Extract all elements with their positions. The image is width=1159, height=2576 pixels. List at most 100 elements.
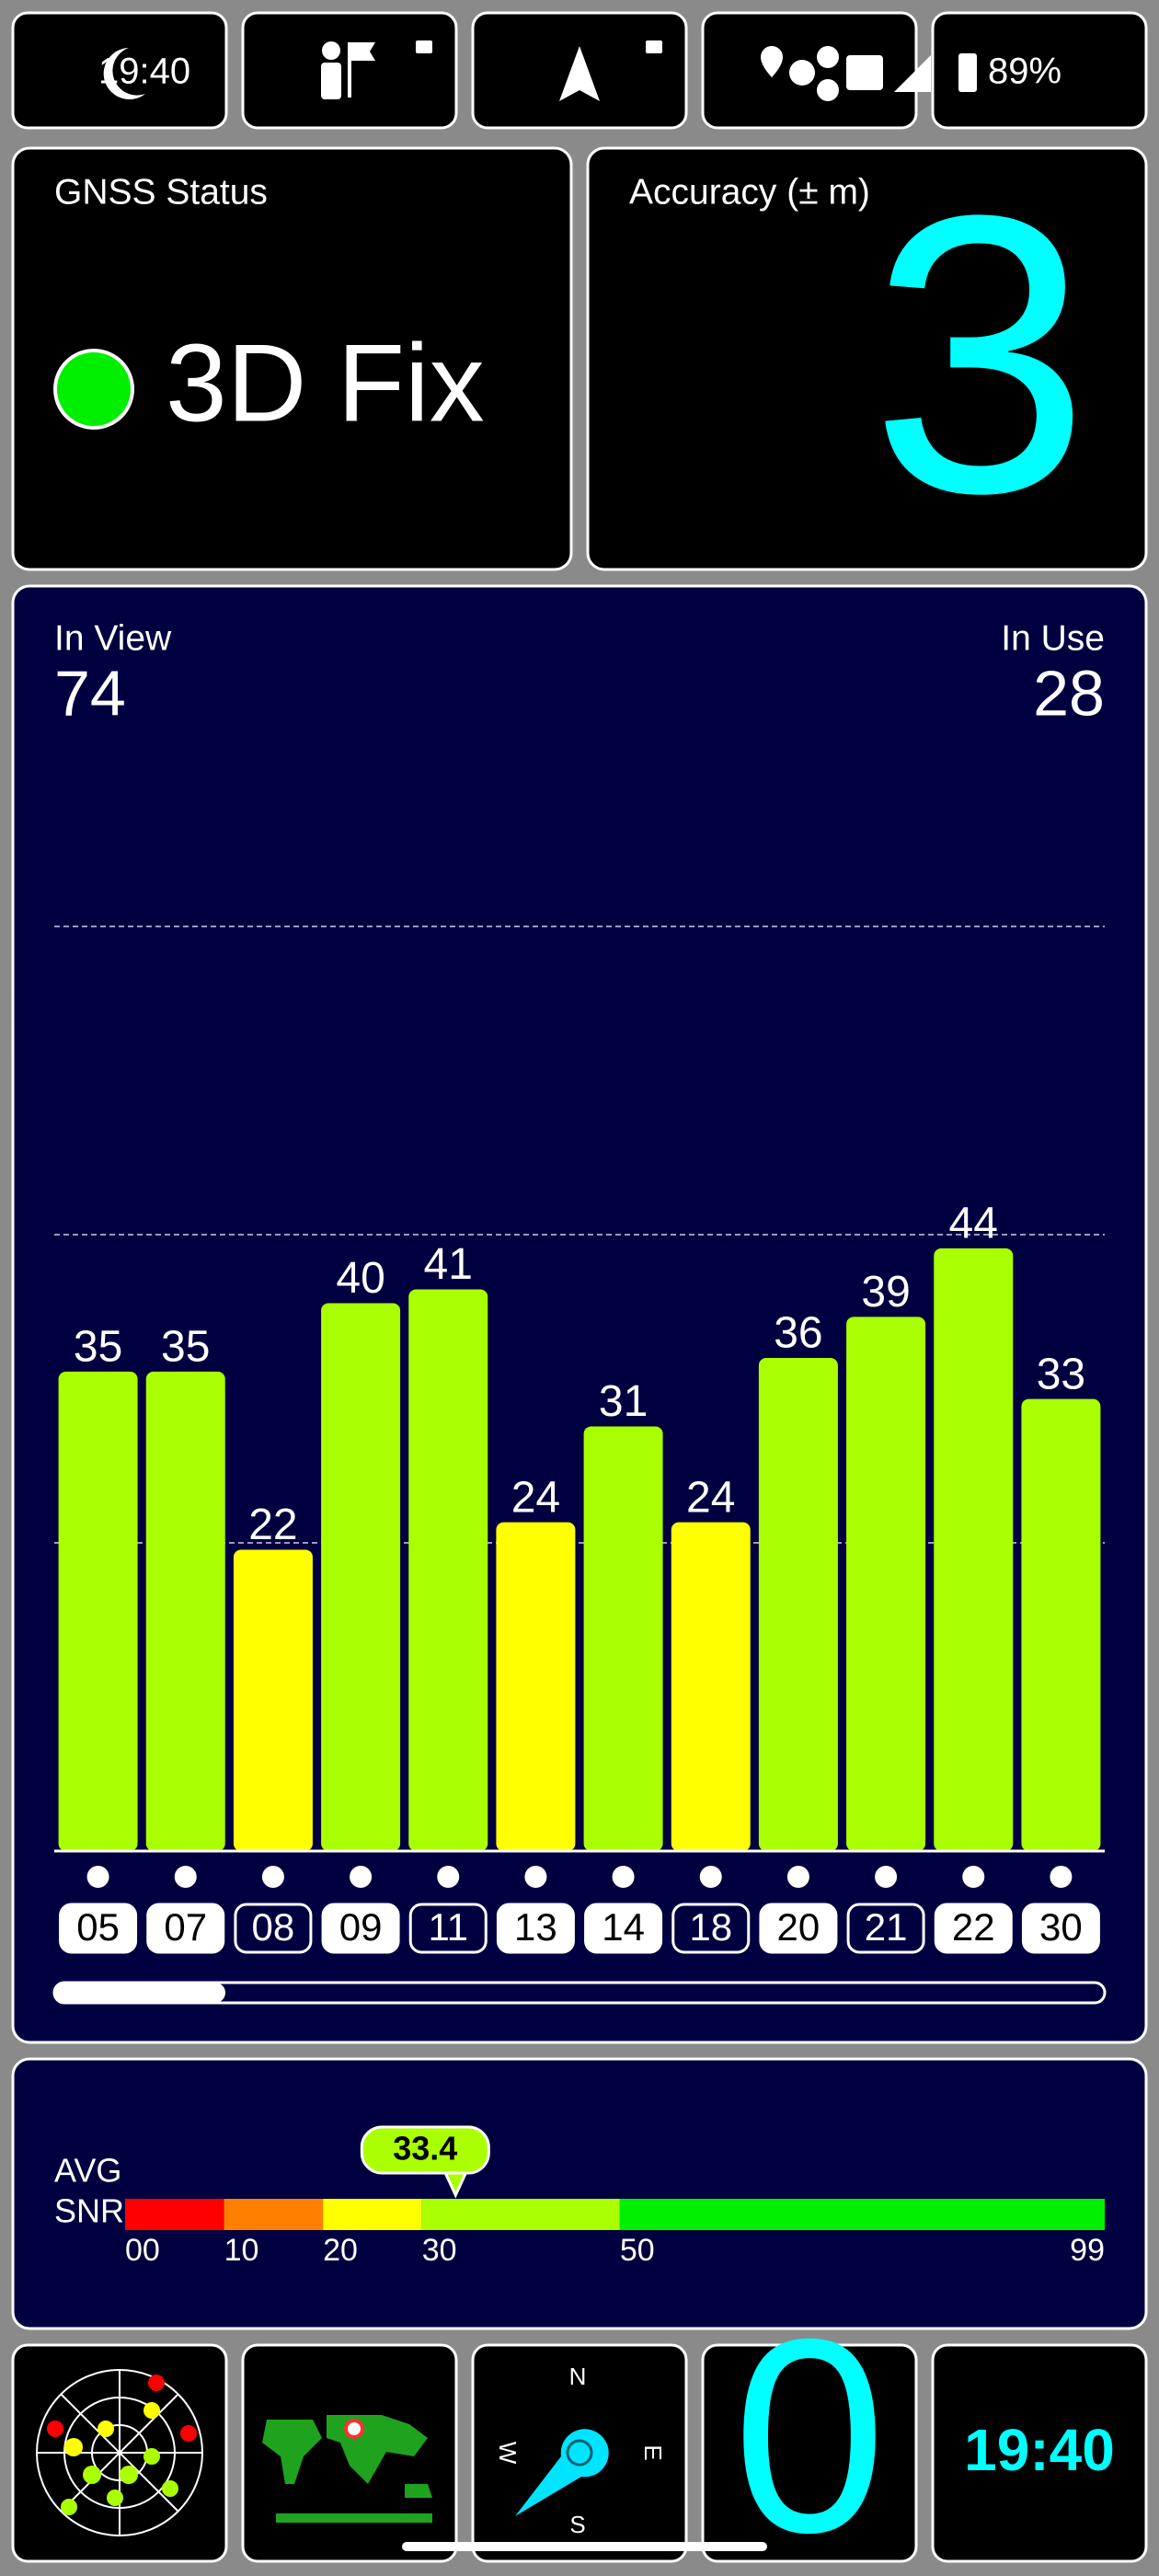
bar — [496, 1522, 576, 1851]
bar — [1021, 1398, 1101, 1851]
bar — [671, 1522, 751, 1851]
prn-label: 09 — [339, 1905, 383, 1949]
prn-label: 30 — [1039, 1905, 1083, 1949]
clock-value: 19:40 — [964, 2417, 1115, 2483]
avg-value: 33.4 — [393, 2130, 457, 2168]
prn-box — [759, 1903, 838, 1954]
prn-box — [234, 1903, 313, 1954]
status-tile[interactable] — [11, 11, 228, 130]
sky-satellites — [47, 2375, 197, 2515]
sats-used-tile[interactable] — [701, 2343, 918, 2563]
in-use-label: In Use — [1001, 618, 1105, 658]
scrollbar-thumb[interactable] — [54, 1983, 225, 2003]
prn-label: 05 — [76, 1905, 120, 1949]
bar — [408, 1289, 488, 1851]
snr-tick-label: 00 — [125, 2233, 160, 2268]
prn-label: 13 — [514, 1905, 557, 1949]
person-icon — [321, 40, 432, 99]
accuracy-label: Accuracy (± m) — [629, 172, 870, 212]
bar — [583, 1426, 663, 1851]
snr-tick-label: 10 — [224, 2233, 259, 2268]
prn-box — [584, 1903, 663, 1954]
snr-segment — [125, 2199, 224, 2230]
snr-segment — [421, 2199, 620, 2230]
used-dot — [174, 1866, 197, 1888]
snr-tick-label: 30 — [422, 2233, 457, 2268]
in-use-value: 28 — [1033, 657, 1105, 729]
prn-box — [671, 1903, 751, 1954]
status-time: 19:40 — [98, 52, 190, 92]
bar-chart: 35 05 35 07 22 08 40 09 41 11 24 13 31 14 24 18 36 20 39 21… — [54, 926, 1105, 1954]
bar — [846, 1317, 926, 1851]
prn-box — [146, 1903, 225, 1954]
avg-label: AVG — [54, 2152, 121, 2190]
prn-label: 20 — [777, 1905, 820, 1949]
bar — [934, 1248, 1014, 1851]
snr-tick-label: 99 — [1070, 2233, 1105, 2268]
bar-value-label: 24 — [686, 1473, 735, 1522]
compass-needle — [515, 2429, 609, 2516]
bar — [233, 1549, 313, 1851]
used-dot — [86, 1866, 109, 1888]
prn-box — [496, 1903, 575, 1954]
bar-value-label: 35 — [161, 1323, 210, 1372]
sky-plot — [36, 2369, 203, 2536]
bar-value-label: 41 — [424, 1240, 473, 1289]
used-dot — [962, 1866, 985, 1888]
bar-value-label: 22 — [248, 1501, 297, 1549]
compass-north: N — [569, 2363, 587, 2390]
gnss-status-tile[interactable] — [11, 146, 573, 571]
home-indicator[interactable] — [402, 2542, 767, 2551]
used-dot — [786, 1866, 809, 1888]
bar-value-label: 40 — [336, 1254, 384, 1303]
prn-box — [408, 1903, 488, 1954]
bar — [58, 1371, 138, 1851]
accuracy-tile[interactable] — [586, 146, 1148, 571]
used-dot — [699, 1866, 722, 1888]
clock-tile[interactable] — [931, 2343, 1148, 2563]
used-dot — [875, 1866, 898, 1888]
used-dot — [261, 1866, 284, 1888]
prn-label: 08 — [252, 1905, 295, 1949]
prn-label: 07 — [164, 1905, 207, 1949]
used-dot — [1050, 1866, 1073, 1888]
status-tile[interactable] — [931, 11, 1148, 130]
bar-value-label: 44 — [949, 1200, 998, 1248]
used-dot — [437, 1866, 460, 1888]
bar — [321, 1303, 401, 1851]
snr-segment — [224, 2199, 324, 2230]
bar-value-label: 35 — [74, 1323, 122, 1372]
prn-box — [321, 1903, 400, 1954]
bar-value-label: 36 — [774, 1309, 822, 1358]
used-dot — [350, 1866, 373, 1888]
gnss-status-label: GNSS Status — [54, 172, 268, 212]
navigation-icon — [559, 46, 600, 101]
used-dot — [524, 1866, 547, 1888]
snr-tick-label: 20 — [323, 2233, 358, 2268]
in-view-value: 74 — [54, 657, 126, 729]
snr-label: SNR — [54, 2192, 124, 2230]
prn-label: 18 — [689, 1905, 732, 1949]
snr-panel — [11, 2057, 1148, 2330]
system-icons — [761, 46, 977, 101]
in-view-label: In View — [54, 618, 172, 658]
battery-level: 89% — [988, 52, 1061, 92]
prn-box — [934, 1903, 1013, 1954]
compass-west: W — [494, 2442, 522, 2465]
bar-value-label: 39 — [861, 1268, 910, 1317]
sats-used-value: 0 — [733, 2281, 887, 2576]
used-dot — [612, 1866, 635, 1888]
prn-label: 22 — [952, 1905, 995, 1949]
prn-label: 14 — [602, 1905, 645, 1949]
compass-south: S — [569, 2511, 585, 2538]
snr-segment — [323, 2199, 422, 2230]
snr-tick-label: 50 — [620, 2233, 655, 2268]
prn-label: 11 — [428, 1905, 468, 1949]
compass-east: E — [639, 2444, 667, 2460]
prn-label: 21 — [865, 1905, 908, 1949]
bar-value-label: 24 — [511, 1473, 560, 1522]
location-marker — [344, 2419, 364, 2439]
prn-box — [59, 1903, 138, 1954]
